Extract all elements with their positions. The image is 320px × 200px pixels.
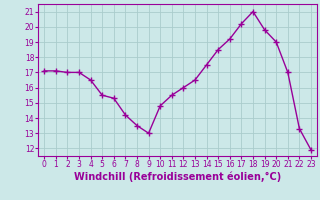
X-axis label: Windchill (Refroidissement éolien,°C): Windchill (Refroidissement éolien,°C) [74, 172, 281, 182]
